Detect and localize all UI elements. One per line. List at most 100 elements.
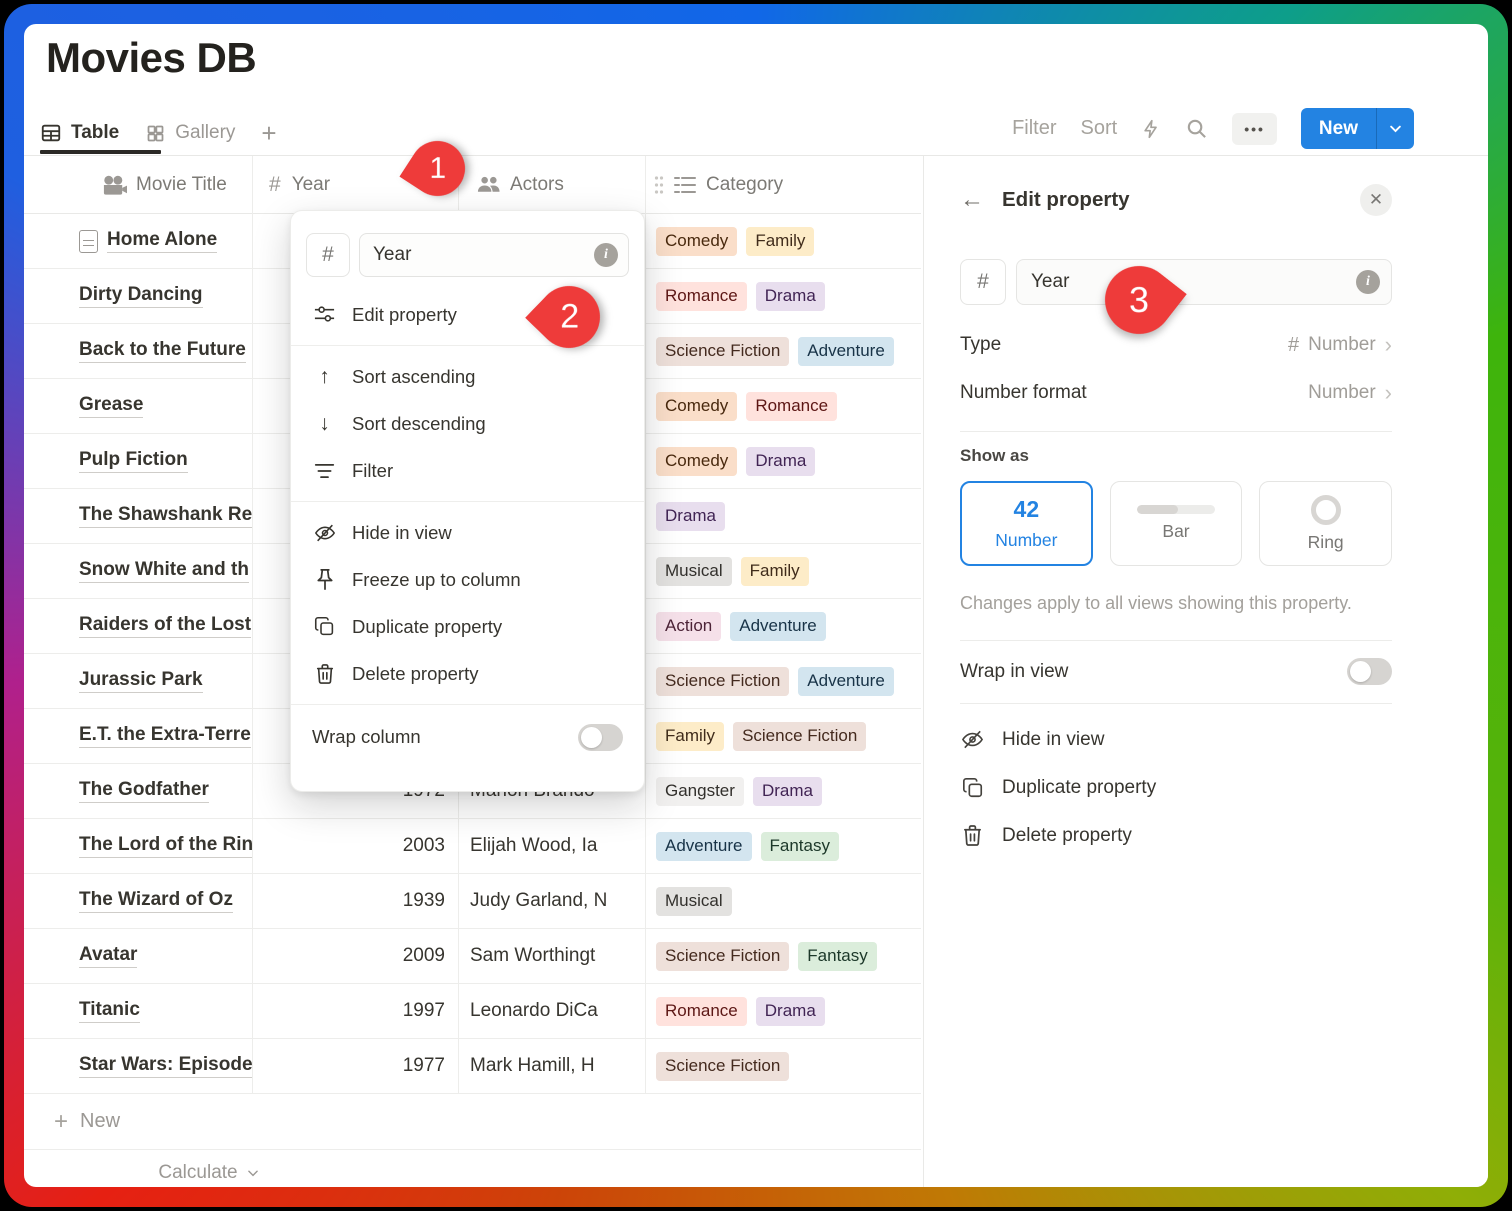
calculate-button[interactable]: Calculate — [119, 1149, 299, 1187]
property-name-input[interactable]: Year i — [359, 233, 629, 277]
new-button[interactable]: New — [1318, 117, 1358, 139]
tab-gallery[interactable]: Gallery — [145, 122, 235, 144]
sort-button[interactable]: Sort — [1080, 117, 1118, 139]
number-format-row[interactable]: Number format Number › — [960, 369, 1392, 417]
menu-item-sort-ascending[interactable]: ↑ Sort ascending — [304, 353, 631, 400]
movie-title-link[interactable]: Home Alone — [107, 229, 218, 253]
movie-title-cell[interactable]: Pulp Fiction — [24, 434, 252, 488]
show-as-number-option[interactable]: 42 Number — [960, 481, 1093, 566]
tab-table[interactable]: Table — [40, 122, 119, 144]
category-cell[interactable]: Comedy Drama — [645, 434, 921, 488]
year-cell[interactable]: 1997 — [402, 1000, 445, 1021]
menu-item-hide-in-view[interactable]: Hide in view — [304, 509, 631, 556]
menu-item-delete[interactable]: Delete property — [304, 650, 631, 697]
info-icon[interactable]: i — [1356, 270, 1380, 294]
new-dropdown-button[interactable] — [1377, 108, 1414, 149]
movie-title-link[interactable]: The Shawshank Re — [79, 504, 252, 528]
category-cell[interactable]: Science Fiction Adventure — [645, 324, 921, 378]
movie-title-link[interactable]: Star Wars: Episode — [79, 1054, 252, 1078]
movie-title-cell[interactable]: Back to the Future — [24, 324, 252, 378]
type-row[interactable]: Type # Number › — [960, 321, 1392, 369]
category-cell[interactable]: Drama — [645, 489, 921, 543]
search-button[interactable] — [1185, 117, 1208, 140]
menu-item-sort-descending[interactable]: ↓ Sort descending — [304, 400, 631, 447]
actors-cell[interactable]: Leonardo DiCa — [470, 1000, 598, 1021]
actors-cell[interactable]: Mark Hamill, H — [470, 1055, 595, 1076]
movie-title-link[interactable]: The Lord of the Rin — [79, 834, 252, 858]
movie-title-link[interactable]: Jurassic Park — [79, 669, 203, 693]
column-header-movie-title[interactable]: Movie Title — [102, 156, 227, 213]
movie-title-cell[interactable]: The Godfather — [24, 764, 252, 818]
wrap-column-toggle[interactable] — [578, 723, 623, 751]
year-cell[interactable]: 1939 — [402, 890, 445, 911]
category-cell[interactable]: Comedy Romance — [645, 379, 921, 433]
movie-title-link[interactable]: Snow White and th — [79, 559, 249, 583]
movie-title-cell[interactable]: The Lord of the Rin — [24, 819, 252, 873]
show-as-bar-option[interactable]: Bar — [1109, 481, 1243, 566]
movie-title-link[interactable]: Back to the Future — [79, 339, 246, 363]
movie-title-link[interactable]: Titanic — [79, 999, 140, 1023]
actors-cell[interactable]: Sam Worthingt — [470, 945, 596, 966]
category-cell[interactable]: Action Adventure — [645, 599, 921, 653]
actors-cell[interactable]: Elijah Wood, Ia — [470, 835, 598, 856]
movie-title-cell[interactable]: The Wizard of Oz — [24, 874, 252, 928]
movie-title-cell[interactable]: Jurassic Park — [24, 654, 252, 708]
year-cell[interactable]: 2003 — [402, 835, 445, 856]
panel-property-name-input[interactable]: Year i — [1016, 259, 1392, 305]
category-cell[interactable]: Science Fiction Fantasy — [645, 929, 921, 983]
column-header-actors[interactable]: Actors — [476, 156, 564, 213]
column-header-year[interactable]: # Year — [269, 156, 330, 213]
category-cell[interactable]: Family Science Fiction — [645, 709, 921, 763]
show-as-ring-option[interactable]: Ring — [1259, 481, 1393, 566]
movie-title-cell[interactable]: Grease — [24, 379, 252, 433]
panel-item-hide-in-view[interactable]: Hide in view — [960, 716, 1392, 764]
movie-title-link[interactable]: Dirty Dancing — [79, 284, 203, 308]
column-divider[interactable] — [252, 156, 253, 1094]
movie-title-cell[interactable]: Star Wars: Episode — [24, 1039, 252, 1093]
movie-title-cell[interactable]: Titanic — [24, 984, 252, 1038]
movie-title-cell[interactable]: Home Alone — [24, 214, 252, 268]
add-view-button[interactable]: + — [261, 117, 277, 148]
movie-title-link[interactable]: Grease — [79, 394, 144, 418]
category-cell[interactable]: Romance Drama — [645, 984, 921, 1038]
year-cell[interactable]: 1977 — [402, 1055, 445, 1076]
menu-item-filter[interactable]: Filter — [304, 447, 631, 494]
drag-handle-icon[interactable] — [654, 174, 664, 196]
automation-button[interactable] — [1141, 117, 1161, 141]
category-cell[interactable]: Musical Family — [645, 544, 921, 598]
movie-title-link[interactable]: Pulp Fiction — [79, 449, 188, 473]
new-row-button[interactable]: + New — [54, 1094, 921, 1149]
back-arrow-icon[interactable]: ← — [960, 186, 984, 213]
menu-item-freeze[interactable]: Freeze up to column — [304, 556, 631, 603]
panel-item-delete[interactable]: Delete property — [960, 812, 1392, 860]
category-cell[interactable]: Comedy Family — [645, 214, 921, 268]
category-cell[interactable]: Science Fiction Adventure — [645, 654, 921, 708]
movie-title-link[interactable]: The Godfather — [79, 779, 209, 803]
movie-title-cell[interactable]: Avatar — [24, 929, 252, 983]
movie-title-link[interactable]: Avatar — [79, 944, 138, 968]
panel-item-duplicate[interactable]: Duplicate property — [960, 764, 1392, 812]
movie-title-cell[interactable]: E.T. the Extra-Terre — [24, 709, 252, 763]
actors-cell[interactable]: Judy Garland, N — [470, 890, 608, 911]
year-cell[interactable]: 2009 — [402, 945, 445, 966]
menu-item-duplicate[interactable]: Duplicate property — [304, 603, 631, 650]
close-icon[interactable]: ✕ — [1360, 184, 1392, 216]
category-cell[interactable]: Adventure Fantasy — [645, 819, 921, 873]
wrap-in-view-toggle[interactable] — [1347, 658, 1392, 685]
movie-title-cell[interactable]: Dirty Dancing — [24, 269, 252, 323]
category-cell[interactable]: Musical — [645, 874, 921, 928]
filter-button[interactable]: Filter — [1012, 117, 1057, 139]
more-options-button[interactable]: ••• — [1232, 112, 1277, 145]
column-header-category[interactable]: Category — [654, 156, 783, 213]
category-cell[interactable]: Gangster Drama — [645, 764, 921, 818]
movie-title-link[interactable]: E.T. the Extra-Terre — [79, 724, 251, 748]
column-divider[interactable] — [645, 156, 646, 1094]
info-icon[interactable]: i — [594, 243, 618, 267]
movie-title-cell[interactable]: Raiders of the Lost — [24, 599, 252, 653]
category-cell[interactable]: Romance Drama — [645, 269, 921, 323]
movie-title-cell[interactable]: The Shawshank Re — [24, 489, 252, 543]
movie-title-cell[interactable]: Snow White and th — [24, 544, 252, 598]
movie-title-link[interactable]: The Wizard of Oz — [79, 889, 233, 913]
category-cell[interactable]: Science Fiction — [645, 1039, 921, 1093]
menu-item-edit-property[interactable]: Edit property — [304, 291, 631, 338]
